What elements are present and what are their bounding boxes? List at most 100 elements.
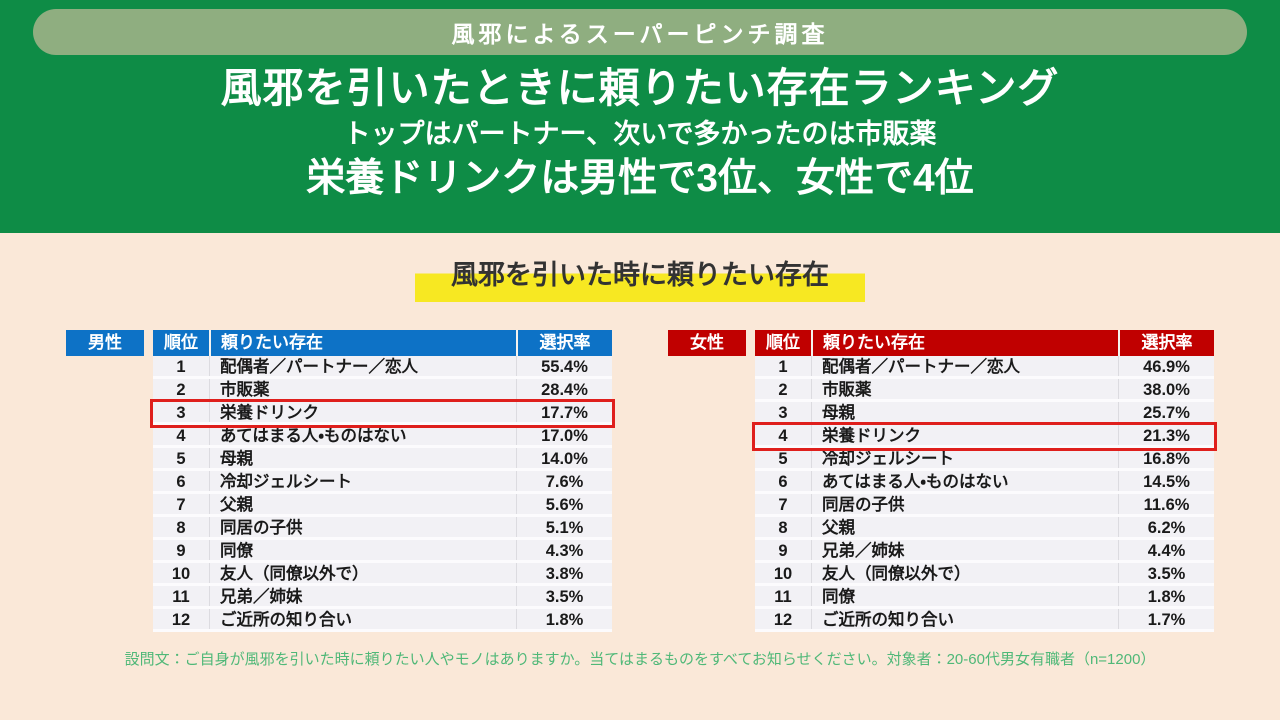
rank-cell: 8 xyxy=(778,519,788,537)
percent-cell: 4.3% xyxy=(516,540,612,560)
table-row: 12 ご近所の知り合い 1.7% xyxy=(755,609,1214,632)
item-cell: 配偶者／パートナー／恋人 xyxy=(209,356,516,376)
item-cell: 同居の子供 xyxy=(811,494,1118,514)
table-row: 9 兄弟／姉妹 4.4% xyxy=(755,540,1214,563)
percent-cell: 5.1% xyxy=(516,517,612,537)
item-cell: ご近所の知り合い xyxy=(209,609,516,629)
ranking-tables: 男性 順位 頼りたい存在 選択率 1 配偶者／パートナー／恋人 55.4% 2 市販薬 2… xyxy=(0,330,1280,632)
table-row: 12 ご近所の知り合い 1.8% xyxy=(153,609,612,632)
percent-cell: 17.7% xyxy=(516,402,612,422)
table-body: 1 配偶者／パートナー／恋人 55.4% 2 市販薬 28.4% 3 栄養ドリンク 17.7% 4… xyxy=(153,356,612,632)
table-row: 8 同居の子供 5.1% xyxy=(153,517,612,540)
item-cell: 父親 xyxy=(209,494,516,514)
percent-cell: 1.8% xyxy=(516,609,612,629)
male-ranking-group: 男性 順位 頼りたい存在 選択率 1 配偶者／パートナー／恋人 55.4% 2 市販薬 2… xyxy=(66,330,612,632)
table-row: 10 友人（同僚以外で） 3.8% xyxy=(153,563,612,586)
item-cell: ご近所の知り合い xyxy=(811,609,1118,629)
item-cell: 兄弟／姉妹 xyxy=(811,540,1118,560)
rank-cell: 9 xyxy=(176,542,186,560)
table-row: 4 あてはまる人・ものはない 17.0% xyxy=(153,425,612,448)
table-row: 7 父親 5.6% xyxy=(153,494,612,517)
rank-cell: 12 xyxy=(773,611,793,629)
content-section: 風邪を引いた時に頼りたい存在 男性 順位 頼りたい存在 選択率 1 配偶者／パート… xyxy=(0,233,1280,720)
percent-cell: 14.0% xyxy=(516,448,612,468)
percent-cell: 5.6% xyxy=(516,494,612,514)
table-row: 6 冷却ジェルシート 7.6% xyxy=(153,471,612,494)
item-cell: 栄養ドリンク xyxy=(209,402,516,422)
female-label: 女性 xyxy=(668,330,746,356)
percent-cell: 14.5% xyxy=(1118,471,1214,491)
table-body: 1 配偶者／パートナー／恋人 46.9% 2 市販薬 38.0% 3 母親 25.7% 4 栄養ドリ… xyxy=(755,356,1214,632)
rank-cell: 7 xyxy=(778,496,788,514)
table-row: 6 あてはまる人・ものはない 14.5% xyxy=(755,471,1214,494)
table-row: 2 市販薬 38.0% xyxy=(755,379,1214,402)
main-title: 風邪を引いたときに頼りたい存在ランキング xyxy=(220,65,1060,111)
rank-cell: 2 xyxy=(176,381,186,399)
section-title-wrap: 風邪を引いた時に頼りたい存在 xyxy=(0,253,1280,302)
table-row: 11 同僚 1.8% xyxy=(755,586,1214,609)
table-row: 5 冷却ジェルシート 16.8% xyxy=(755,448,1214,471)
subtitle: トップはパートナー、次いで多かったのは市販薬 xyxy=(343,119,937,149)
rank-cell: 3 xyxy=(176,404,186,422)
table-row: 1 配偶者／パートナー／恋人 55.4% xyxy=(153,356,612,379)
table-row: 3 母親 25.7% xyxy=(755,402,1214,425)
percent-cell: 6.2% xyxy=(1118,517,1214,537)
item-cell: 市販薬 xyxy=(811,379,1118,399)
table-row: 5 母親 14.0% xyxy=(153,448,612,471)
rank-cell: 2 xyxy=(778,381,788,399)
percent-cell: 7.6% xyxy=(516,471,612,491)
item-cell: 母親 xyxy=(209,448,516,468)
item-cell: 同居の子供 xyxy=(209,517,516,537)
survey-note: 設問文：ご自身が風邪を引いた時に頼りたい人やモノはありますか。当てはまるものをす… xyxy=(124,651,1156,668)
survey-badge: 風邪によるスーパーピンチ調査 xyxy=(33,9,1247,55)
female-ranking-table: 順位 頼りたい存在 選択率 1 配偶者／パートナー／恋人 46.9% 2 市販薬 38.0… xyxy=(755,330,1214,632)
rank-cell: 9 xyxy=(778,542,788,560)
table-row-highlighted: 4 栄養ドリンク 21.3% xyxy=(755,425,1214,448)
table-header: 順位 頼りたい存在 選択率 xyxy=(755,330,1214,356)
item-column-header: 頼りたい存在 xyxy=(209,330,516,356)
percent-cell: 46.9% xyxy=(1118,356,1214,376)
item-cell: 市販薬 xyxy=(209,379,516,399)
section-title: 風邪を引いた時に頼りたい存在 xyxy=(415,253,865,302)
percent-cell: 3.8% xyxy=(516,563,612,583)
rank-cell: 5 xyxy=(778,450,788,468)
table-row: 1 配偶者／パートナー／恋人 46.9% xyxy=(755,356,1214,379)
rank-cell: 11 xyxy=(172,588,190,606)
female-ranking-group: 女性 順位 頼りたい存在 選択率 1 配偶者／パートナー／恋人 46.9% 2 市販薬 3… xyxy=(668,330,1214,632)
percent-cell: 55.4% xyxy=(516,356,612,376)
percent-cell: 38.0% xyxy=(1118,379,1214,399)
percent-cell: 17.0% xyxy=(516,425,612,445)
header-section: 風邪によるスーパーピンチ調査 風邪を引いたときに頼りたい存在ランキング トップは… xyxy=(0,0,1280,233)
percent-cell: 11.6% xyxy=(1118,494,1214,514)
item-cell: 同僚 xyxy=(811,586,1118,606)
table-row-highlighted: 3 栄養ドリンク 17.7% xyxy=(153,402,612,425)
rank-cell: 4 xyxy=(778,427,788,445)
table-row: 11 兄弟／姉妹 3.5% xyxy=(153,586,612,609)
rank-column-header: 順位 xyxy=(766,333,800,352)
item-cell: 冷却ジェルシート xyxy=(209,471,516,491)
table-header: 順位 頼りたい存在 選択率 xyxy=(153,330,612,356)
rank-cell: 10 xyxy=(773,565,793,583)
rank-cell: 7 xyxy=(176,496,186,514)
item-column-header: 頼りたい存在 xyxy=(811,330,1118,356)
table-row: 8 父親 6.2% xyxy=(755,517,1214,540)
percent-cell: 1.8% xyxy=(1118,586,1214,606)
table-row: 9 同僚 4.3% xyxy=(153,540,612,563)
male-label: 男性 xyxy=(66,330,144,356)
percent-cell: 21.3% xyxy=(1118,425,1214,445)
rank-cell: 12 xyxy=(171,611,191,629)
percent-cell: 25.7% xyxy=(1118,402,1214,422)
rank-cell: 3 xyxy=(778,404,788,422)
rank-cell: 1 xyxy=(176,358,186,376)
item-cell: 配偶者／パートナー／恋人 xyxy=(811,356,1118,376)
rank-cell: 1 xyxy=(778,358,788,376)
rank-cell: 11 xyxy=(774,588,792,606)
male-ranking-table: 順位 頼りたい存在 選択率 1 配偶者／パートナー／恋人 55.4% 2 市販薬 28.4… xyxy=(153,330,612,632)
emphasis-line: 栄養ドリンクは男性で3位、女性で4位 xyxy=(306,157,974,200)
rank-column-header: 順位 xyxy=(164,333,198,352)
percent-column-header: 選択率 xyxy=(516,330,612,356)
percent-cell: 4.4% xyxy=(1118,540,1214,560)
percent-cell: 16.8% xyxy=(1118,448,1214,468)
table-row: 10 友人（同僚以外で） 3.5% xyxy=(755,563,1214,586)
